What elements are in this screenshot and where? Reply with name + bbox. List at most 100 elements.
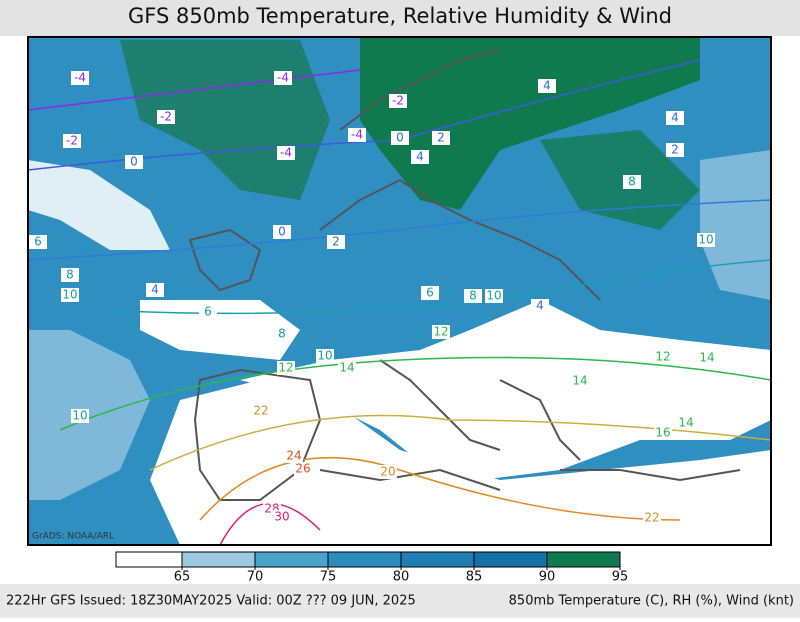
contour-label: 8 [66,268,74,282]
contour-label: 20 [380,465,395,479]
label-box [327,235,345,249]
footer-bar [0,584,800,618]
colorbar: 65 70 75 80 85 90 95 [115,551,628,585]
title: GFS 850mb Temperature, Relative Humidity… [128,4,672,28]
contour-label: 10 [72,409,87,423]
label-box [623,175,641,189]
label-box [71,71,89,85]
label-box [199,305,217,319]
map-frame [27,36,772,546]
contour-label: 8 [278,327,286,341]
label-box [273,225,291,239]
colorbar-label: 90 [539,570,556,585]
dry-area [240,300,771,480]
label-box [485,289,503,303]
contour-label: 14 [572,374,587,388]
contour-label: -4 [74,71,86,85]
contour-label: -4 [351,128,363,142]
contour-label: 0 [278,225,286,239]
contour-label: 4 [536,299,544,313]
contour-label: 14 [699,351,714,365]
footer-right: 850mb Temperature (C), RH (%), Wind (knt… [509,594,794,609]
label-box [273,510,291,524]
contour-label: 4 [151,283,159,297]
contour-label: 6 [426,286,434,300]
colorbar-label: 70 [247,570,264,585]
label-box [273,327,291,341]
label-box [411,150,429,164]
contour-label: 26 [295,462,310,476]
contour-label: 4 [671,111,679,125]
label-box [252,404,270,418]
contour-label: 0 [396,131,404,145]
label-box [348,128,366,142]
colorbar-label: 65 [174,570,191,585]
label-box [432,325,450,339]
label-box [285,449,303,463]
label-box [379,465,397,479]
label-box [432,131,450,145]
label-box [61,288,79,302]
colorbar-segment [327,551,402,568]
contour-label: 2 [332,235,340,249]
contour-label: 14 [678,416,693,430]
label-box [146,283,164,297]
contour-label: 16 [655,426,670,440]
label-box [71,409,89,423]
label-box [643,511,661,525]
contour-label: 4 [416,150,424,164]
label-box [697,233,715,247]
contour-label: 6 [34,235,42,249]
contour-label: 2 [671,143,679,157]
label-box [538,79,556,93]
colorbar-segment [546,551,621,568]
map: GrADS: NOAA/ARL -4 -4-2-2-2-4 0 24-40026810… [27,36,772,546]
colorbar-label: 85 [466,570,483,585]
contour-label: 2 [437,131,445,145]
contour-label: -2 [392,94,404,108]
label-box [571,374,589,388]
contour-label: 6 [204,305,212,319]
colorbar-label: 75 [320,570,337,585]
label-box [531,299,549,313]
contour-label: 10 [62,288,77,302]
contour-label: 12 [655,350,670,364]
credit: GrADS: NOAA/ARL [32,532,114,542]
colorbar-segment [181,551,256,568]
label-box [294,462,312,476]
label-box [666,143,684,157]
contour-label: -2 [160,110,172,124]
label-box [277,146,295,160]
contour-label: 14 [339,361,354,375]
label-box [338,361,356,375]
label-box [274,71,292,85]
coastlines [188,49,741,501]
contour-label: 30 [274,510,289,524]
contour-label: 8 [469,289,477,303]
dry-area [140,300,300,360]
contour-label: 10 [698,233,713,247]
contour-label: 10 [486,289,501,303]
label-box [698,351,716,365]
contour-label: 22 [644,511,659,525]
contour-label: 24 [286,449,301,463]
contour-label: 4 [543,79,551,93]
footer-left: 222Hr GFS Issued: 18Z30MAY2025 Valid: 00… [6,594,416,609]
contour-label: -4 [277,71,289,85]
label-box [464,289,482,303]
contour-label: 10 [317,349,332,363]
label-box [316,349,334,363]
humid-area [540,130,700,230]
contour-label: 8 [628,175,636,189]
contour-label: -4 [280,146,292,160]
label-box [677,416,695,430]
label-box [61,268,79,282]
colorbar-label: 80 [393,570,410,585]
label-box [277,361,295,375]
contour-label: 12 [433,325,448,339]
label-box [421,286,439,300]
label-box [63,134,81,148]
label-box [654,426,672,440]
